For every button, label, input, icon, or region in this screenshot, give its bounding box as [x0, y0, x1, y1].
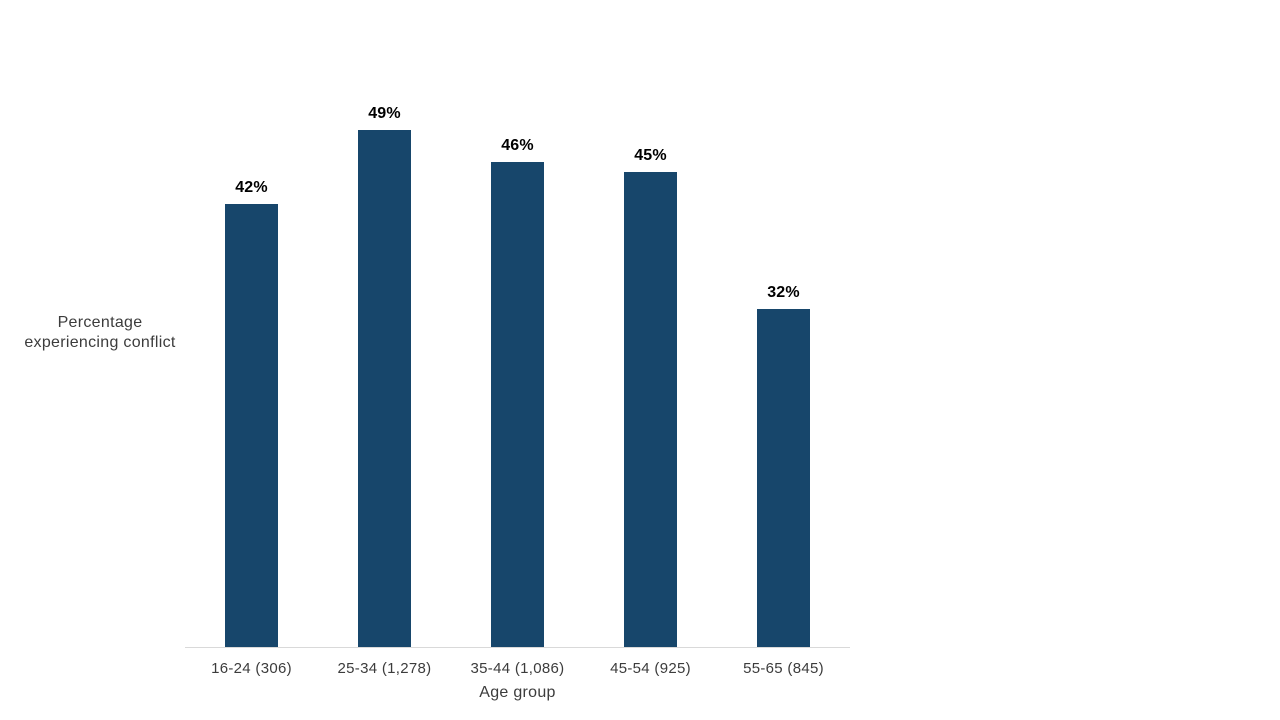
- x-axis-tick-labels: 16-24 (306) 25-34 (1,278) 35-44 (1,086) 45-…: [185, 660, 850, 684]
- bar: [358, 130, 411, 647]
- bar: [757, 309, 810, 647]
- y-axis-title: Percentage experiencing conflict: [24, 314, 176, 351]
- x-tick-label: 55-65 (845): [743, 660, 824, 677]
- x-axis-line: [185, 647, 850, 648]
- bar: [491, 162, 544, 647]
- bar-value-label: 32%: [767, 284, 800, 301]
- bar-group: 32%: [717, 284, 850, 647]
- bar-group: 45%: [584, 147, 717, 647]
- plot-area: 42% 49% 46% 45% 32%: [185, 0, 850, 647]
- bar-value-label: 46%: [501, 137, 534, 154]
- x-tick-label: 25-34 (1,278): [337, 660, 432, 677]
- bar-group: 46%: [451, 137, 584, 647]
- x-tick-label: 16-24 (306): [211, 660, 292, 677]
- bar-value-label: 42%: [235, 179, 268, 196]
- bar: [225, 204, 278, 647]
- bar: [624, 172, 677, 647]
- bar-value-label: 45%: [634, 147, 667, 164]
- bar-group: 42%: [185, 179, 318, 647]
- x-tick-label: 35-44 (1,086): [470, 660, 565, 677]
- x-tick-label: 45-54 (925): [610, 660, 691, 677]
- x-axis-title: Age group: [479, 684, 556, 701]
- bar-group: 49%: [318, 105, 451, 647]
- bar-value-label: 49%: [368, 105, 401, 122]
